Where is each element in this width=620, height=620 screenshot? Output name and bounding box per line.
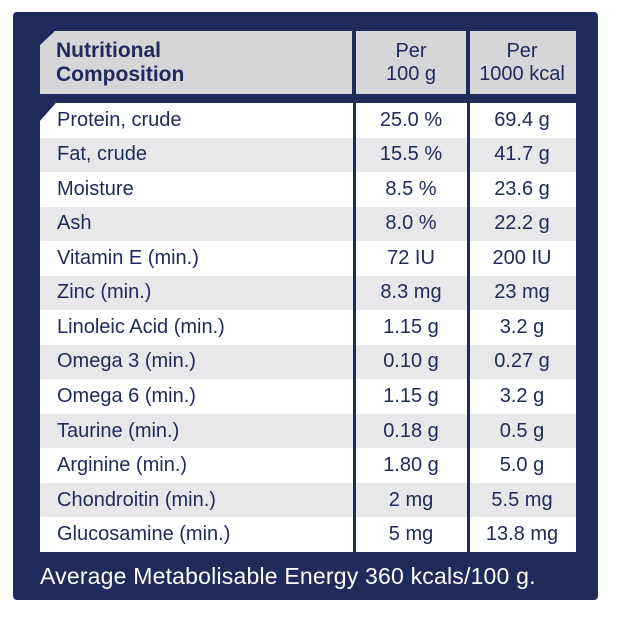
table-header-row: Nutritional Composition Per 100 g Per 10… xyxy=(40,31,576,94)
row-label: Moisture xyxy=(57,177,134,200)
row-value-per-100g: 72 IU xyxy=(387,246,435,269)
nutrition-panel: Nutritional Composition Per 100 g Per 10… xyxy=(13,12,598,600)
table-row: Ash 8.0 % 22.2 g xyxy=(40,206,576,242)
row-label: Zinc (min.) xyxy=(57,281,152,304)
table-row: Moisture 8.5 % 23.6 g xyxy=(40,172,576,207)
body-column-separator xyxy=(467,103,470,552)
row-value-per-1000kcal: 23 mg xyxy=(494,281,550,304)
row-value-per-1000kcal: 22.2 g xyxy=(494,212,550,235)
row-value-per-1000kcal: 3.2 g xyxy=(499,315,545,338)
row-label: Linoleic Acid (min.) xyxy=(57,315,225,338)
row-value-per-100g: 8.3 mg xyxy=(380,281,442,304)
body-column-separator xyxy=(353,103,356,552)
table-row: Linoleic Acid (min.) 1.15 g 3.2 g xyxy=(40,310,576,345)
row-value-per-100g: 15.5 % xyxy=(379,143,443,166)
row-label: Fat, crude xyxy=(57,143,148,166)
row-value-per-100g: 0.10 g xyxy=(383,350,439,373)
row-value-per-1000kcal: 3.2 g xyxy=(499,385,545,408)
row-value-per-100g: 8.0 % xyxy=(385,212,437,235)
table-row: Arginine (min.) 1.80 g 5.0 g xyxy=(40,448,576,483)
row-value-per-100g: 0.18 g xyxy=(383,419,439,442)
table-row: Fat, crude 15.5 % 41.7 g xyxy=(40,137,576,173)
row-value-per-1000kcal: 5.0 g xyxy=(499,454,545,477)
row-value-per-100g: 1.80 g xyxy=(383,454,439,477)
table-header: Nutritional Composition Per 100 g Per 10… xyxy=(40,31,576,94)
header-column-separator xyxy=(466,31,470,94)
row-value-per-100g: 8.5 % xyxy=(385,177,437,200)
row-value-per-1000kcal: 5.5 mg xyxy=(491,488,553,511)
header-column-separator xyxy=(352,31,356,94)
row-value-per-100g: 25.0 % xyxy=(379,108,443,131)
table-row: Omega 3 (min.) 0.10 g 0.27 g xyxy=(40,344,576,380)
header-col-per-100g: Per 100 g xyxy=(385,40,437,85)
table-row: Taurine (min.) 0.18 g 0.5 g xyxy=(40,413,576,449)
table-row: Chondroitin (min.) 2 mg 5.5 mg xyxy=(40,482,576,518)
row-label: Chondroitin (min.) xyxy=(57,488,216,511)
table-body: Protein, crude 25.0 % 69.4 g Fat, crude 15.5… xyxy=(40,103,576,552)
row-value-per-100g: 1.15 g xyxy=(383,385,439,408)
row-value-per-1000kcal: 13.8 mg xyxy=(485,523,559,546)
row-label: Omega 3 (min.) xyxy=(57,350,196,373)
row-label: Taurine (min.) xyxy=(57,419,180,442)
row-value-per-1000kcal: 69.4 g xyxy=(494,108,550,131)
table-row: Omega 6 (min.) 1.15 g 3.2 g xyxy=(40,379,576,414)
table-row: Protein, crude 25.0 % 69.4 g xyxy=(40,103,576,138)
row-value-per-1000kcal: 200 IU xyxy=(492,246,552,269)
row-label: Arginine (min.) xyxy=(57,454,188,477)
footer-note: Average Metabolisable Energy 360 kcals/1… xyxy=(40,562,536,589)
table-row: Vitamin E (min.) 72 IU 200 IU xyxy=(40,241,576,276)
table-row: Zinc (min.) 8.3 mg 23 mg xyxy=(40,275,576,311)
row-value-per-100g: 2 mg xyxy=(388,488,434,511)
row-label: Glucosamine (min.) xyxy=(57,523,231,546)
row-value-per-1000kcal: 41.7 g xyxy=(494,143,550,166)
table-row: Glucosamine (min.) 5 mg 13.8 mg xyxy=(40,517,576,552)
row-value-per-100g: 5 mg xyxy=(388,523,434,546)
row-label: Protein, crude xyxy=(57,108,182,131)
row-label: Vitamin E (min.) xyxy=(57,246,199,269)
footer-strip: Average Metabolisable Energy 360 kcals/1… xyxy=(40,552,576,600)
row-value-per-100g: 1.15 g xyxy=(383,315,439,338)
row-value-per-1000kcal: 23.6 g xyxy=(494,177,550,200)
row-label: Ash xyxy=(57,212,92,235)
row-value-per-1000kcal: 0.27 g xyxy=(494,350,550,373)
table-body-rows: Protein, crude 25.0 % 69.4 g Fat, crude 15.5… xyxy=(40,103,576,552)
row-value-per-1000kcal: 0.5 g xyxy=(499,419,545,442)
row-label: Omega 6 (min.) xyxy=(57,385,196,408)
header-title: Nutritional Composition xyxy=(56,38,185,86)
header-col-per-1000kcal: Per 1000 kcal xyxy=(479,40,565,85)
